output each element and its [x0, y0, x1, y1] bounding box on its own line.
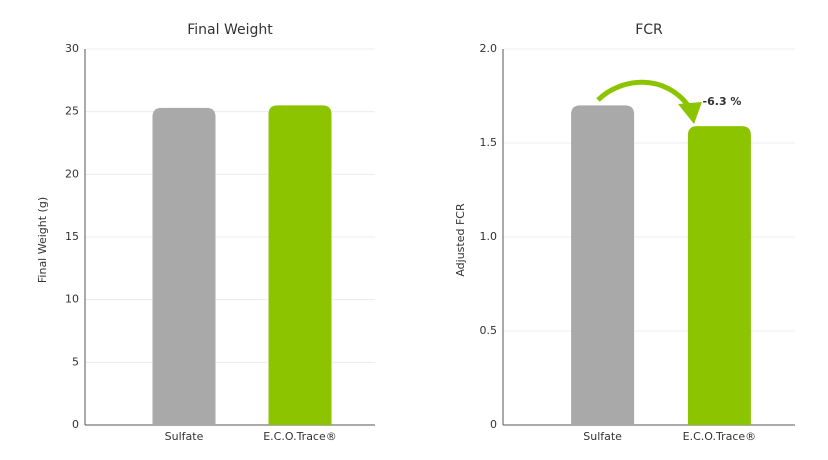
y-tick-label: 15	[65, 230, 79, 243]
annotation: -6.3 %	[703, 95, 742, 108]
y-tick-label: 0	[490, 418, 497, 431]
arrow-head	[678, 102, 702, 124]
y-axis-label: Adjusted FCR	[454, 203, 467, 277]
y-tick-label: 20	[65, 167, 79, 180]
chart-title: FCR	[635, 22, 663, 38]
y-tick-label: 2.0	[480, 42, 498, 55]
y-tick-label: 1.5	[480, 136, 498, 149]
y-tick-label: 0	[72, 418, 79, 431]
x-tick-label: Sulfate	[583, 430, 622, 443]
y-tick-label: 30	[65, 42, 79, 55]
x-tick-label: E.C.O.Trace®	[683, 430, 757, 443]
chart-title: Final Weight	[187, 22, 273, 38]
y-tick-label: 5	[72, 355, 79, 368]
y-axis-label: Final Weight (g)	[36, 197, 49, 283]
bar	[571, 105, 635, 426]
y-tick-label: 10	[65, 293, 79, 306]
x-tick-label: Sulfate	[165, 430, 204, 443]
x-tick-label: E.C.O.Trace®	[263, 430, 337, 443]
y-tick-label: 1.0	[480, 230, 498, 243]
bar	[268, 105, 332, 426]
bar	[687, 126, 751, 425]
y-tick-label: 0.5	[480, 324, 498, 337]
bar	[152, 107, 216, 425]
arrow	[596, 79, 693, 110]
y-tick-label: 25	[65, 105, 79, 118]
